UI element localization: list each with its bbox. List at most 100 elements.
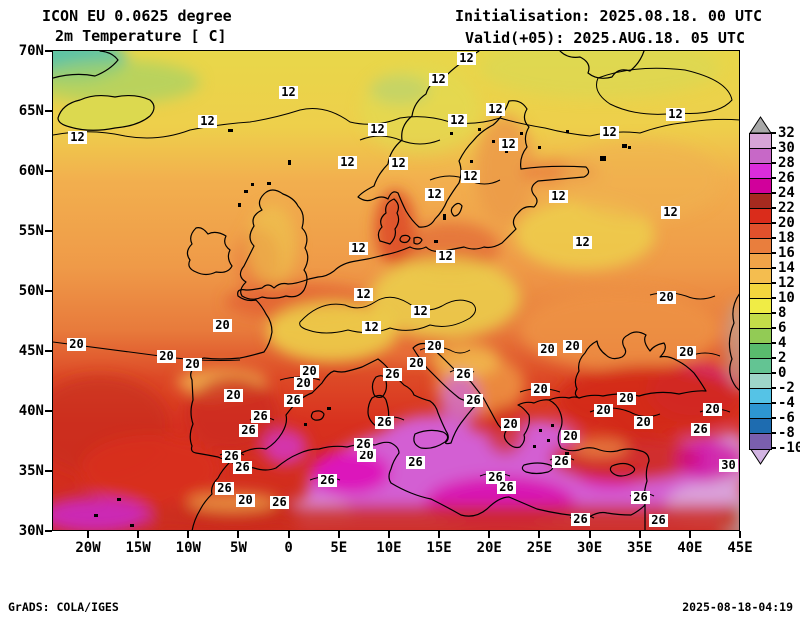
map-frame <box>52 50 740 531</box>
colorbar-tick-label: 2 <box>778 350 787 366</box>
contour-label-20: 20 <box>634 416 653 429</box>
lon-tick-label: 20E <box>476 540 502 556</box>
lat-tick-label: 40N <box>18 403 44 419</box>
contour-label-26: 26 <box>222 450 241 463</box>
lat-tick-label: 45N <box>18 343 44 359</box>
colorbar-tick-label: 20 <box>778 215 795 231</box>
contour-label-26: 26 <box>486 471 505 484</box>
colorbar-tick-label: 28 <box>778 155 795 171</box>
colorbar-tick <box>771 162 776 164</box>
lon-tick <box>287 531 290 538</box>
contour-label-26: 26 <box>552 455 571 468</box>
colorbar-tick-label: 0 <box>778 365 787 381</box>
colorbar-segment <box>750 419 771 434</box>
lon-tick-label: 10W <box>175 540 201 556</box>
colorbar-tick-label: 32 <box>778 125 795 141</box>
contour-label-12: 12 <box>411 305 430 318</box>
lon-tick-label: 25E <box>526 540 553 556</box>
contour-label-12: 12 <box>198 115 217 128</box>
contour-label-12: 12 <box>279 86 298 99</box>
contour-label-30: 30 <box>719 459 738 472</box>
lon-tick-label: 10E <box>376 540 402 556</box>
contour-label-26: 26 <box>215 482 234 495</box>
colorbar-segment <box>750 284 771 299</box>
lat-tick <box>45 410 52 412</box>
colorbar-tick-label: 18 <box>778 230 795 246</box>
contour-label-20: 20 <box>594 404 613 417</box>
colorbar-segment <box>750 434 771 449</box>
colorbar-tick-label: -6 <box>778 410 795 426</box>
contour-label-12: 12 <box>425 188 444 201</box>
contour-label-20: 20 <box>617 392 636 405</box>
colorbar-segment <box>750 374 771 389</box>
colorbar-tick <box>771 207 776 209</box>
contour-label-26: 26 <box>454 368 473 381</box>
colorbar-tick <box>771 387 776 389</box>
colorbar-tick-label: 4 <box>778 335 787 351</box>
temperature-field <box>53 51 740 531</box>
colorbar-segment <box>750 164 771 179</box>
lon-tick-label: 15E <box>426 540 452 556</box>
contour-label-26: 26 <box>691 423 710 436</box>
contour-label-12: 12 <box>549 190 568 203</box>
colorbar-segment <box>750 389 771 404</box>
contour-label-26: 26 <box>251 410 270 423</box>
contour-label-12: 12 <box>448 114 467 127</box>
lat-tick-label: 55N <box>18 223 44 239</box>
contour-label-26: 26 <box>571 513 590 526</box>
contour-label-20: 20 <box>407 357 426 370</box>
contour-label-20: 20 <box>294 377 313 390</box>
colorbar-tick-label: -2 <box>778 380 795 396</box>
colorbar-tick-label: 10 <box>778 290 795 306</box>
contour-label-12: 12 <box>68 131 87 144</box>
colorbar-tick-label: 22 <box>778 200 795 216</box>
creation-timestamp: 2025-08-18-04:19 <box>682 600 793 614</box>
colorbar-tick <box>771 192 776 194</box>
lon-tick-label: 40E <box>677 540 703 556</box>
colorbar-tick <box>771 132 776 134</box>
lon-tick <box>237 531 240 538</box>
colorbar-tick-label: -10 <box>778 440 800 456</box>
contour-label-12: 12 <box>666 108 685 121</box>
contour-label-20: 20 <box>425 340 444 353</box>
lat-tick <box>45 50 52 52</box>
lon-tick <box>438 531 441 538</box>
contour-label-12: 12 <box>362 321 381 334</box>
colorbar-segment <box>750 209 771 224</box>
contour-label-26: 26 <box>318 474 337 487</box>
lat-tick <box>45 170 52 172</box>
contour-label-20: 20 <box>67 338 86 351</box>
valid-time-label: Valid(+05): 2025.AUG.18. 05 UTC <box>465 29 745 47</box>
contour-label-26: 26 <box>270 496 289 509</box>
contour-label-20: 20 <box>531 383 550 396</box>
lon-tick <box>638 531 641 538</box>
colorbar-tick <box>771 267 776 269</box>
colorbar-tick <box>771 372 776 374</box>
colorbar-tick <box>771 357 776 359</box>
lon-tick <box>187 531 190 538</box>
contour-label-20: 20 <box>300 365 319 378</box>
contour-label-26: 26 <box>239 424 258 437</box>
lon-tick-label: 30E <box>576 540 603 556</box>
contour-label-26: 26 <box>383 368 402 381</box>
lon-tick <box>488 531 491 538</box>
contour-label-20: 20 <box>657 291 676 304</box>
contour-label-12: 12 <box>349 242 368 255</box>
lat-tick-label: 35N <box>18 463 44 479</box>
lon-tick <box>337 531 340 538</box>
contour-label-20: 20 <box>538 343 557 356</box>
lon-tick-label: 5E <box>330 540 348 556</box>
lat-tick-label: 30N <box>18 523 44 539</box>
colorbar-segment <box>750 329 771 344</box>
lon-tick <box>87 531 89 538</box>
contour-label-20: 20 <box>213 319 232 332</box>
colorbar-segment <box>750 314 771 329</box>
colorbar-segment <box>750 149 771 164</box>
colorbar-tick <box>771 432 776 434</box>
colorbar-segment <box>750 404 771 419</box>
contour-label-20: 20 <box>501 418 520 431</box>
colorbar-tick <box>771 447 776 449</box>
lon-tick-label: 15W <box>125 540 151 556</box>
